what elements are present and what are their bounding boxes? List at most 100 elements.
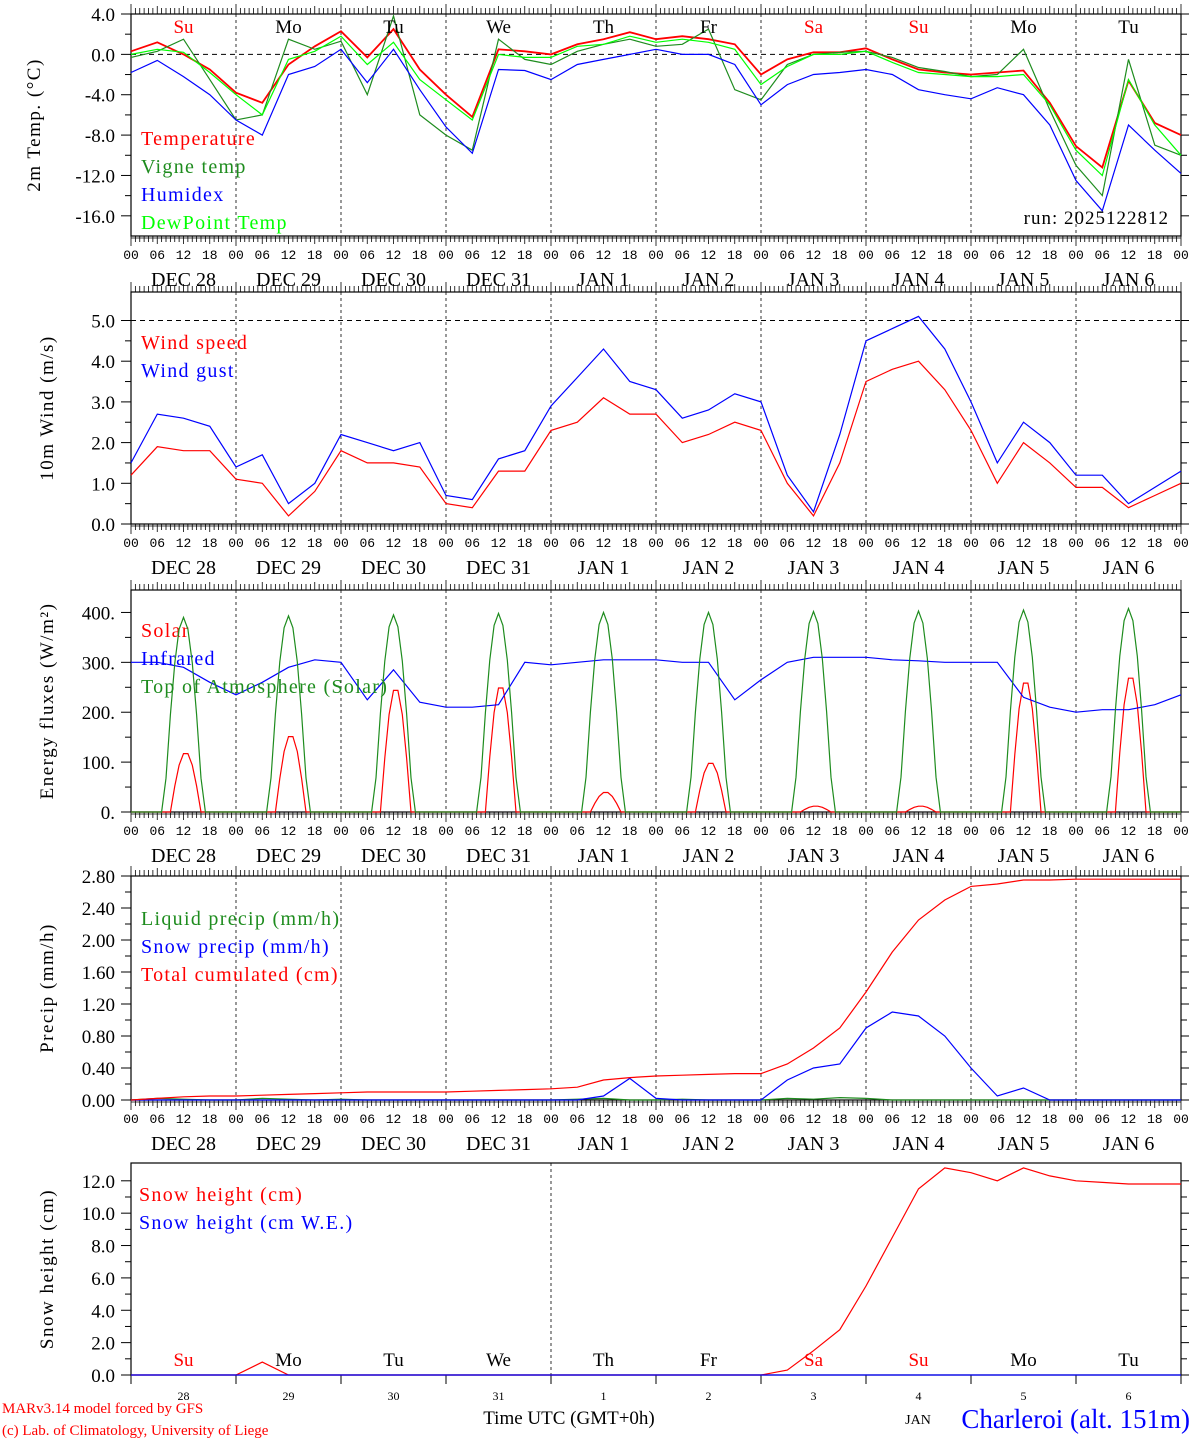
weekday-label: Mo [1010, 17, 1036, 38]
x-tick-label: 12 [806, 536, 822, 551]
day-label: DEC 31 [466, 557, 531, 579]
x-tick-label: 12 [176, 536, 192, 551]
weekday-label: Sa [804, 17, 824, 38]
legend-entry: Wind gust [141, 360, 235, 382]
panel-2: 00 06 12 18 00 06 12 18 00 06 12 18 00 06 12 18 00 06 12 18… [37, 282, 1189, 579]
x-tick-label: 00 [858, 1112, 874, 1127]
weekday-label: Mo [275, 17, 301, 38]
legend-entry: Snow precip (mm/h) [141, 936, 330, 958]
y-tick-label: 300. [82, 653, 115, 674]
x-tick-label: 06 [464, 248, 480, 263]
y-tick-label: 10.0 [82, 1204, 115, 1225]
x-tick-label: 12 [386, 536, 402, 551]
x-tick-label: 00 [1173, 1112, 1189, 1127]
day-number-label: 31 [493, 1389, 505, 1403]
x-tick-label: 06 [1094, 1112, 1110, 1127]
y-tick-label: -16.0 [75, 207, 115, 228]
x-tick-label: 12 [596, 1112, 612, 1127]
day-number-label: 2 [706, 1389, 712, 1403]
y-tick-label: 0.0 [91, 515, 115, 536]
x-tick-label: 00 [333, 824, 349, 839]
x-tick-label: 06 [254, 248, 270, 263]
x-tick-label: 06 [149, 248, 165, 263]
x-tick-label: 18 [517, 824, 533, 839]
weekday-label: Su [173, 1350, 194, 1371]
legend-entry: Infrared [141, 648, 216, 670]
x-tick-label: 12 [806, 248, 822, 263]
credit-lab: (c) Lab. of Climatology, University of L… [2, 1423, 269, 1439]
x-tick-label: 18 [202, 536, 218, 551]
x-tick-label: 06 [359, 536, 375, 551]
day-number-label: 30 [388, 1389, 400, 1403]
day-label: JAN 6 [1103, 1133, 1155, 1155]
y-tick-label: 400. [82, 603, 115, 624]
x-tick-label: 12 [1121, 536, 1137, 551]
x-tick-label: 00 [1068, 536, 1084, 551]
x-tick-label: 06 [569, 1112, 585, 1127]
day-number-label: 6 [1126, 1389, 1132, 1403]
x-tick-label: 00 [963, 1112, 979, 1127]
x-tick-label: 00 [753, 1112, 769, 1127]
x-tick-label: 00 [123, 824, 139, 839]
x-tick-label: 00 [438, 1112, 454, 1127]
x-tick-label: 18 [1042, 824, 1058, 839]
x-tick-label: 06 [989, 1112, 1005, 1127]
weekday-label: Th [593, 1350, 615, 1371]
weekday-label: We [486, 1350, 511, 1371]
x-tick-label: 06 [359, 824, 375, 839]
x-tick-label: 06 [779, 1112, 795, 1127]
day-label: DEC 28 [151, 845, 216, 867]
series-line-total-cumulated-cm- [130, 878, 1181, 1101]
x-tick-label: 06 [989, 536, 1005, 551]
x-tick-label: 12 [491, 536, 507, 551]
x-tick-label: 18 [202, 1112, 218, 1127]
x-tick-label: 18 [202, 248, 218, 263]
x-tick-label: 00 [1068, 1112, 1084, 1127]
weekday-label: Mo [1010, 1350, 1036, 1371]
x-tick-label: 18 [937, 824, 953, 839]
x-tick-label: 00 [963, 536, 979, 551]
legend-entry: DewPoint Temp [141, 212, 288, 234]
day-label: DEC 29 [256, 845, 321, 867]
x-tick-label: 18 [937, 248, 953, 263]
x-tick-label: 06 [1094, 536, 1110, 551]
x-tick-label: 18 [622, 248, 638, 263]
x-tick-label: 18 [622, 1112, 638, 1127]
y-tick-label: 4.0 [91, 1301, 115, 1322]
weekday-label: Su [908, 17, 929, 38]
x-tick-label: 00 [438, 536, 454, 551]
legend-entry: Humidex [141, 184, 225, 206]
legend-entry: Vigne temp [141, 156, 247, 178]
x-tick-label: 00 [648, 536, 664, 551]
y-tick-label: 100. [82, 753, 115, 774]
x-tick-label: 18 [307, 1112, 323, 1127]
x-tick-label: 18 [727, 1112, 743, 1127]
day-label: JAN 4 [893, 845, 945, 867]
day-label: JAN 1 [578, 269, 630, 291]
weekday-label: Mo [275, 1350, 301, 1371]
x-tick-label: 06 [884, 248, 900, 263]
y-tick-label: 1.60 [82, 963, 115, 984]
weekday-label: Sa [804, 1350, 824, 1371]
day-number-label: 1 [601, 1389, 607, 1403]
x-tick-label: 18 [202, 824, 218, 839]
y-tick-label: 0.0 [91, 45, 115, 66]
x-tick-label: 06 [254, 824, 270, 839]
x-tick-label: 12 [701, 1112, 717, 1127]
weekday-label: Tu [383, 1350, 404, 1371]
x-tick-label: 18 [307, 824, 323, 839]
y-tick-label: 0.0 [91, 1366, 115, 1387]
y-tick-label: 1.0 [91, 474, 115, 495]
y-axis-label: Energy fluxes (W/m²) [37, 603, 58, 800]
x-tick-label: 12 [281, 248, 297, 263]
x-tick-label: 00 [1173, 536, 1189, 551]
x-tick-label: 12 [911, 248, 927, 263]
x-tick-label: 18 [517, 1112, 533, 1127]
weekday-label: Fr [700, 1350, 718, 1371]
x-tick-label: 00 [1068, 248, 1084, 263]
y-tick-label: 4.0 [91, 352, 115, 373]
series-line-infrared [131, 656, 1182, 713]
x-tick-label: 00 [648, 824, 664, 839]
x-tick-label: 00 [228, 248, 244, 263]
x-tick-label: 06 [569, 248, 585, 263]
